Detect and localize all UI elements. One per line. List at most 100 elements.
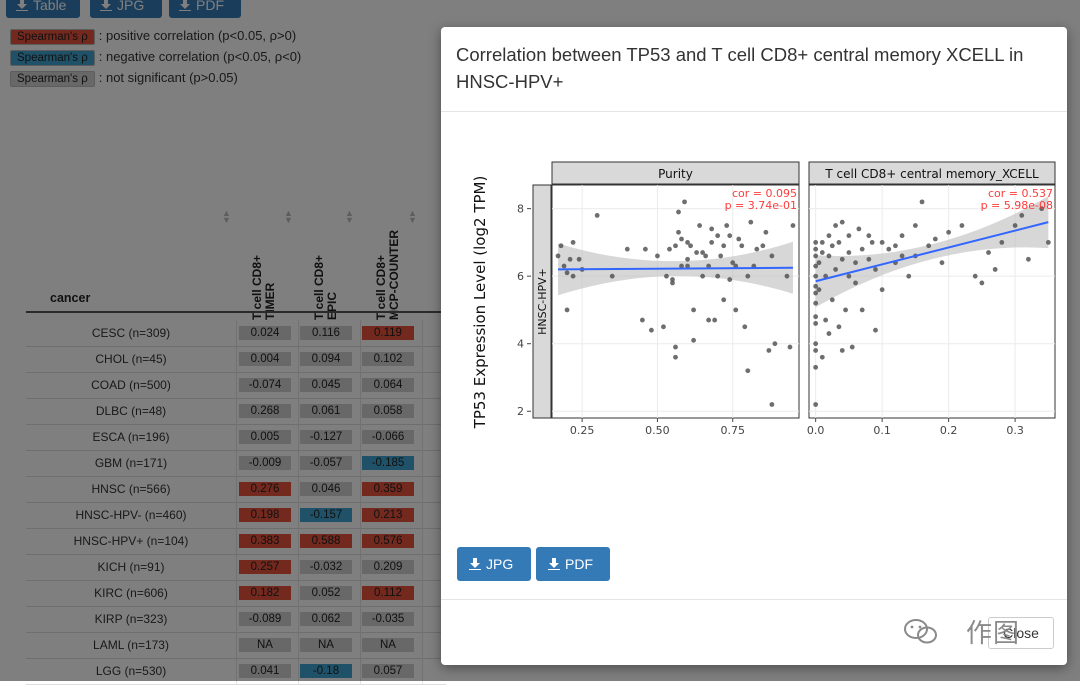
data-point [992, 267, 998, 272]
panel-strip [551, 161, 800, 185]
y-tick-label: 2 [517, 405, 524, 418]
data-point [853, 260, 858, 266]
fit-line [558, 266, 793, 271]
x-tick-label: 0.75 [720, 424, 745, 437]
data-point [833, 223, 838, 228]
data-point [893, 243, 898, 249]
download-icon [469, 558, 481, 570]
data-point [682, 199, 687, 205]
data-point [670, 280, 675, 286]
y-axis-label: TP53 Expression Level (log2 TPM) [471, 176, 489, 430]
data-point [664, 273, 669, 279]
data-point [813, 290, 819, 296]
x-axis-label: Purity [654, 438, 698, 440]
data-point [766, 348, 772, 353]
data-point [829, 243, 835, 249]
data-point [819, 240, 825, 245]
modal-pdf-button[interactable]: PDF [536, 547, 610, 581]
data-point [1026, 256, 1031, 262]
data-point [703, 253, 709, 259]
data-point [679, 236, 684, 242]
data-point [730, 260, 736, 266]
correlation-scatter-chart: TP53 Expression Level (log2 TPM) 2 4 6 8 HNSC… [471, 161, 1056, 440]
data-point [986, 250, 991, 255]
data-point [715, 273, 721, 279]
modal-jpg-label: JPG [486, 556, 514, 572]
data-point [886, 246, 892, 252]
data-point [697, 223, 702, 228]
data-point [823, 317, 829, 323]
data-point [706, 317, 712, 323]
data-point [558, 243, 564, 249]
data-point [873, 267, 878, 272]
modal-jpg-button[interactable]: JPG [457, 547, 531, 581]
row-strip-label: HNSC-HPV+ [536, 268, 549, 335]
data-point [813, 253, 819, 259]
modal-title: Correlation between TP53 and T cell CD8+… [456, 44, 1024, 92]
data-point [576, 256, 582, 262]
data-point [813, 300, 819, 306]
data-point [813, 246, 819, 252]
x-tick-label: 0.2 [940, 424, 958, 437]
data-point [946, 229, 952, 235]
data-point [846, 273, 852, 279]
data-point [691, 307, 696, 313]
modal-footer-divider [441, 599, 1067, 600]
fit-line [815, 221, 1049, 283]
wechat-icon [904, 619, 937, 644]
data-point [813, 263, 819, 269]
close-button[interactable]: Close [988, 617, 1054, 649]
data-point [813, 314, 819, 320]
p-value-annotation: p = 3.74e-01 [725, 199, 797, 212]
data-point [676, 209, 681, 215]
data-point [829, 297, 835, 303]
data-point [721, 297, 727, 303]
data-point [685, 263, 690, 269]
panel-area [551, 184, 800, 419]
data-point [849, 344, 855, 350]
correlation-annotation: cor = 0.537 [988, 187, 1053, 200]
data-point [727, 233, 733, 239]
p-value-annotation: p = 5.98e-08 [981, 199, 1053, 212]
data-point [1012, 223, 1018, 228]
data-point [813, 240, 819, 245]
data-point [679, 263, 684, 269]
panel-strip-label: T cell CD8+ central memory_XCELL [824, 167, 1039, 181]
data-point [739, 243, 745, 249]
data-point [866, 256, 872, 262]
x-tick-label: 0.25 [570, 424, 595, 437]
data-point [836, 240, 842, 245]
data-point [555, 253, 561, 259]
data-point [999, 240, 1005, 245]
data-point [706, 263, 712, 269]
data-point [754, 246, 760, 252]
data-point [899, 233, 905, 239]
data-point [826, 331, 832, 336]
data-point [688, 243, 693, 249]
data-point [760, 243, 766, 249]
data-point [1019, 212, 1025, 218]
data-point [567, 256, 573, 262]
data-point [769, 402, 775, 407]
data-point [661, 324, 666, 330]
data-point [866, 233, 872, 239]
y-tick-label: 6 [517, 270, 524, 283]
data-point [676, 229, 681, 235]
data-point [564, 270, 570, 276]
data-point [819, 250, 825, 255]
data-point [712, 317, 718, 323]
data-point [859, 246, 865, 252]
data-point [813, 273, 819, 279]
data-point [784, 273, 790, 279]
data-point [899, 253, 905, 259]
data-point [642, 246, 648, 252]
data-point [843, 307, 848, 313]
data-point [570, 273, 576, 279]
y-tick-label: 4 [517, 338, 524, 351]
data-point [564, 307, 570, 313]
data-point [879, 240, 885, 245]
data-point [673, 354, 678, 360]
data-point [742, 324, 748, 330]
data-point [816, 287, 822, 293]
data-point [839, 256, 845, 262]
